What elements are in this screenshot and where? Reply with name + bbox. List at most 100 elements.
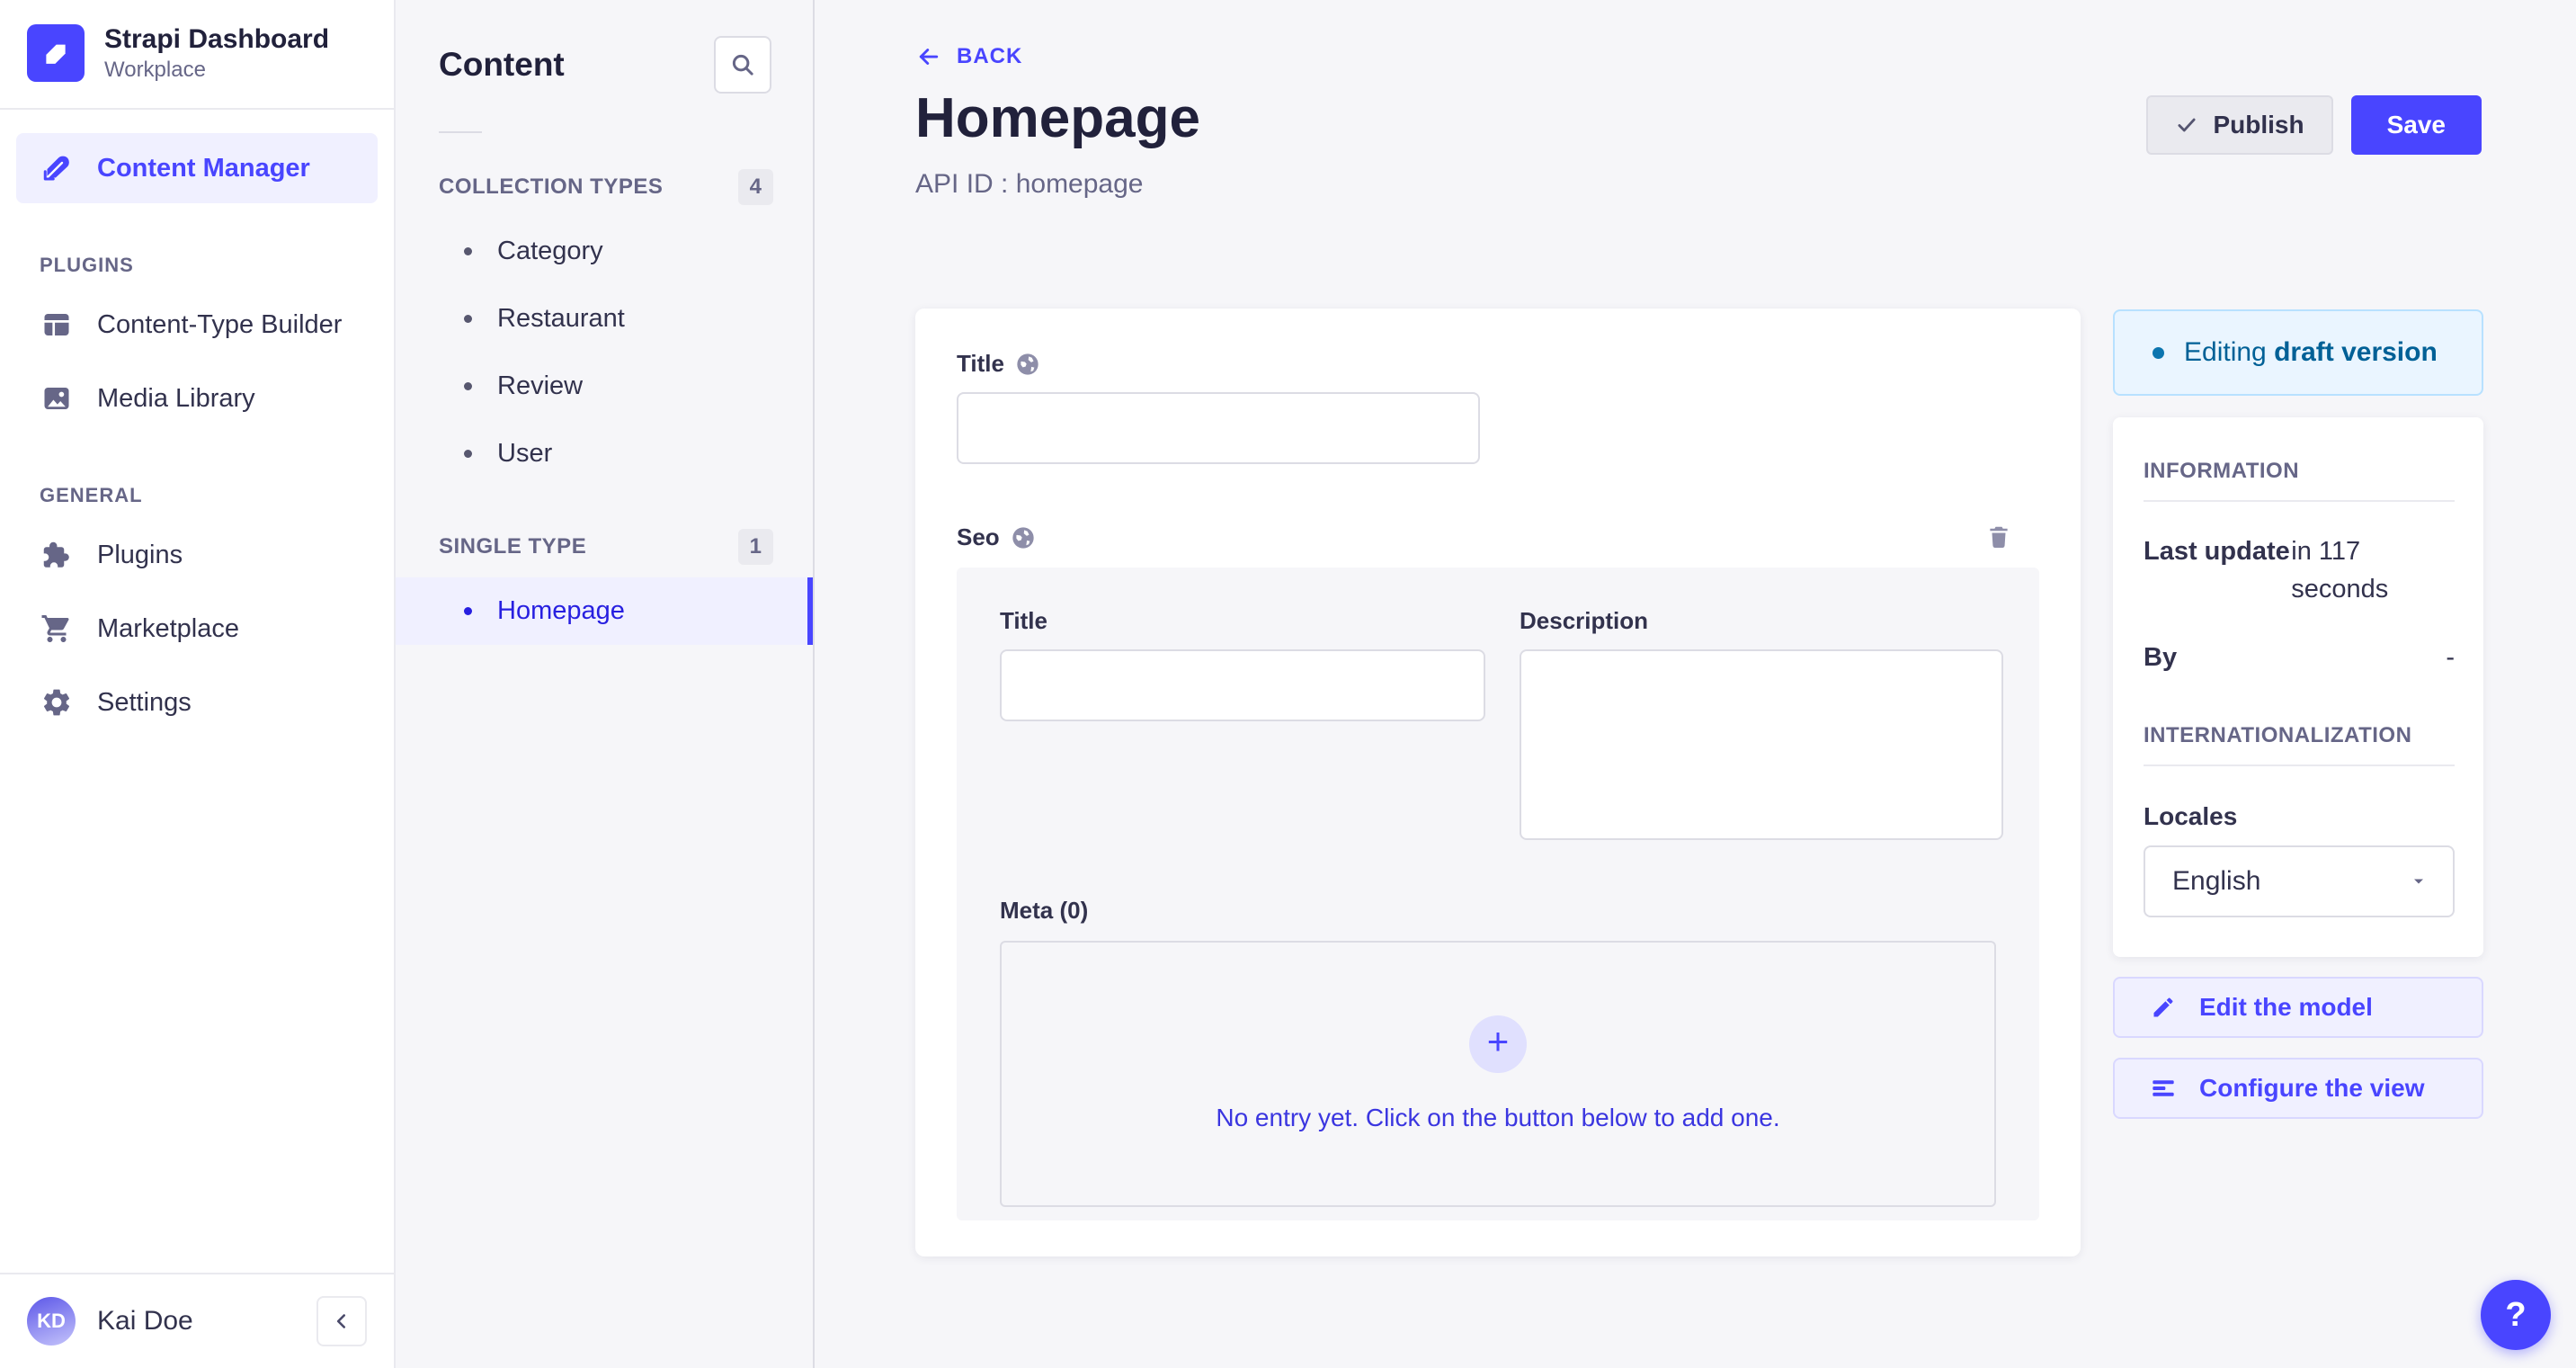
locales-label: Locales bbox=[2144, 802, 2238, 831]
divider bbox=[2144, 500, 2455, 502]
trash-icon bbox=[1985, 523, 2012, 550]
bullet-icon bbox=[464, 247, 472, 255]
content-subnav: Content COLLECTION TYPES 4 Category Rest… bbox=[396, 0, 815, 1368]
subnav-divider bbox=[439, 131, 482, 133]
puzzle-icon bbox=[40, 538, 74, 572]
sidebar-section-general: GENERAL Plugins Marketplace bbox=[16, 484, 378, 738]
subnav-item-label: Category bbox=[497, 237, 603, 265]
search-icon bbox=[729, 51, 756, 78]
sidebar-item-label: Marketplace bbox=[97, 613, 239, 643]
subnav-item-review[interactable]: Review bbox=[396, 353, 813, 420]
locale-select[interactable]: English bbox=[2144, 845, 2455, 918]
sidebar-item-content-type-builder[interactable]: Content-Type Builder bbox=[16, 290, 378, 360]
subnav-item-restaurant[interactable]: Restaurant bbox=[396, 285, 813, 353]
feather-pen-icon bbox=[40, 151, 74, 185]
workspace-brand[interactable]: Strapi Dashboard Workplace bbox=[0, 0, 394, 110]
back-label: BACK bbox=[957, 44, 1023, 68]
sidebar-nav: Content Manager PLUGINS Content-Type Bui… bbox=[0, 110, 394, 741]
bullet-icon bbox=[464, 315, 472, 323]
by-row: By - bbox=[2144, 639, 2455, 676]
subnav-title: Content bbox=[439, 46, 565, 83]
header-actions: Publish Save bbox=[2146, 95, 2482, 155]
meta-empty-message: No entry yet. Click on the button below … bbox=[1216, 1104, 1780, 1131]
edit-model-label: Edit the model bbox=[2199, 993, 2373, 1022]
page-title: Homepage bbox=[915, 87, 1200, 149]
locale-selected-value: English bbox=[2172, 866, 2261, 897]
add-entry-button[interactable]: + bbox=[1469, 1015, 1527, 1073]
sidebar-item-label: Content-Type Builder bbox=[97, 309, 343, 339]
sidebar-section-plugins: PLUGINS Content-Type Builder bbox=[16, 254, 378, 434]
question-mark-icon: ? bbox=[2505, 1295, 2527, 1334]
configure-view-button[interactable]: Configure the view bbox=[2113, 1058, 2483, 1120]
publish-button[interactable]: Publish bbox=[2146, 95, 2333, 155]
right-panel: Editing draft version INFORMATION Last u… bbox=[2113, 309, 2483, 1120]
arrow-left-icon bbox=[915, 43, 942, 70]
save-button[interactable]: Save bbox=[2350, 95, 2482, 155]
sidebar-item-label: Media Library bbox=[97, 383, 255, 413]
subnav-item-user[interactable]: User bbox=[396, 420, 813, 487]
seo-description-textarea[interactable] bbox=[1520, 649, 2003, 840]
seo-description-label: Description bbox=[1520, 607, 1649, 634]
title-input[interactable] bbox=[957, 392, 1480, 464]
bullet-icon bbox=[464, 607, 472, 615]
last-update-row: Last update in 117 seconds bbox=[2144, 532, 2455, 608]
gear-icon bbox=[40, 685, 74, 720]
workspace-title: Strapi Dashboard bbox=[104, 24, 330, 54]
globe-icon bbox=[1015, 352, 1040, 377]
pencil-icon bbox=[2151, 995, 2176, 1020]
back-link[interactable]: BACK bbox=[915, 43, 1022, 70]
subnav-item-category[interactable]: Category bbox=[396, 218, 813, 285]
globe-icon bbox=[1011, 525, 1036, 550]
chevron-left-icon bbox=[330, 1310, 353, 1333]
group-label: COLLECTION TYPES bbox=[439, 174, 664, 199]
image-icon bbox=[40, 381, 74, 416]
edit-model-button[interactable]: Edit the model bbox=[2113, 977, 2483, 1039]
meta-section: Meta (0) + No entry yet. Click on the bu… bbox=[1000, 897, 1996, 1207]
workspace-subtitle: Workplace bbox=[104, 58, 206, 82]
delete-seo-button[interactable] bbox=[1985, 523, 2012, 550]
main-content: BACK Homepage API ID : homepage Publish … bbox=[815, 0, 2576, 1368]
group-single-type: SINGLE TYPE 1 Homepage bbox=[396, 529, 813, 645]
status-dot-icon bbox=[2153, 346, 2164, 359]
divider bbox=[2144, 764, 2455, 767]
sidebar-item-label: Plugins bbox=[97, 540, 183, 569]
list-settings-icon bbox=[2151, 1076, 2176, 1101]
help-button[interactable]: ? bbox=[2481, 1280, 2551, 1350]
subnav-item-label: Review bbox=[497, 371, 584, 400]
last-update-label: Last update bbox=[2144, 537, 2290, 566]
sidebar-item-plugins[interactable]: Plugins bbox=[16, 520, 378, 590]
subnav-item-label: User bbox=[497, 439, 553, 468]
user-name: Kai Doe bbox=[97, 1306, 193, 1336]
publish-label: Publish bbox=[2213, 111, 2304, 139]
save-label: Save bbox=[2386, 111, 2446, 139]
sidebar-item-content-manager[interactable]: Content Manager bbox=[16, 133, 378, 203]
search-button[interactable] bbox=[714, 36, 771, 94]
meta-label: Meta (0) bbox=[1000, 897, 1089, 924]
seo-component-panel: Title Description Meta (0) + No entry ye… bbox=[957, 568, 2039, 1220]
subnav-item-homepage[interactable]: Homepage bbox=[396, 577, 813, 645]
seo-title-label: Title bbox=[1000, 607, 1047, 634]
seo-field-label: Seo bbox=[957, 523, 1000, 550]
information-label: INFORMATION bbox=[2144, 459, 2300, 483]
shopping-cart-icon bbox=[40, 612, 74, 646]
main-sidebar: Strapi Dashboard Workplace Content Manag… bbox=[0, 0, 396, 1368]
bullet-icon bbox=[464, 382, 472, 390]
sidebar-footer: KD Kai Doe bbox=[0, 1273, 394, 1368]
group-collection-types: COLLECTION TYPES 4 Category Restaurant R… bbox=[396, 169, 813, 487]
count-badge: 4 bbox=[737, 169, 773, 205]
section-label: PLUGINS bbox=[40, 254, 134, 276]
sidebar-item-settings[interactable]: Settings bbox=[16, 667, 378, 738]
information-card: INFORMATION Last update in 117 seconds B… bbox=[2113, 417, 2483, 958]
check-icon bbox=[2175, 113, 2198, 137]
avatar[interactable]: KD bbox=[27, 1297, 76, 1346]
bullet-icon bbox=[464, 450, 472, 458]
draft-status-banner: Editing draft version bbox=[2113, 309, 2483, 396]
seo-title-input[interactable] bbox=[1000, 649, 1485, 721]
sidebar-item-media-library[interactable]: Media Library bbox=[16, 363, 378, 434]
subnav-item-label: Homepage bbox=[497, 596, 625, 625]
api-id-subtitle: API ID : homepage bbox=[915, 169, 1144, 199]
collapse-sidebar-button[interactable] bbox=[316, 1296, 367, 1346]
last-update-value: in 117 seconds bbox=[2291, 537, 2389, 604]
sidebar-item-marketplace[interactable]: Marketplace bbox=[16, 594, 378, 664]
by-label: By bbox=[2144, 643, 2178, 673]
